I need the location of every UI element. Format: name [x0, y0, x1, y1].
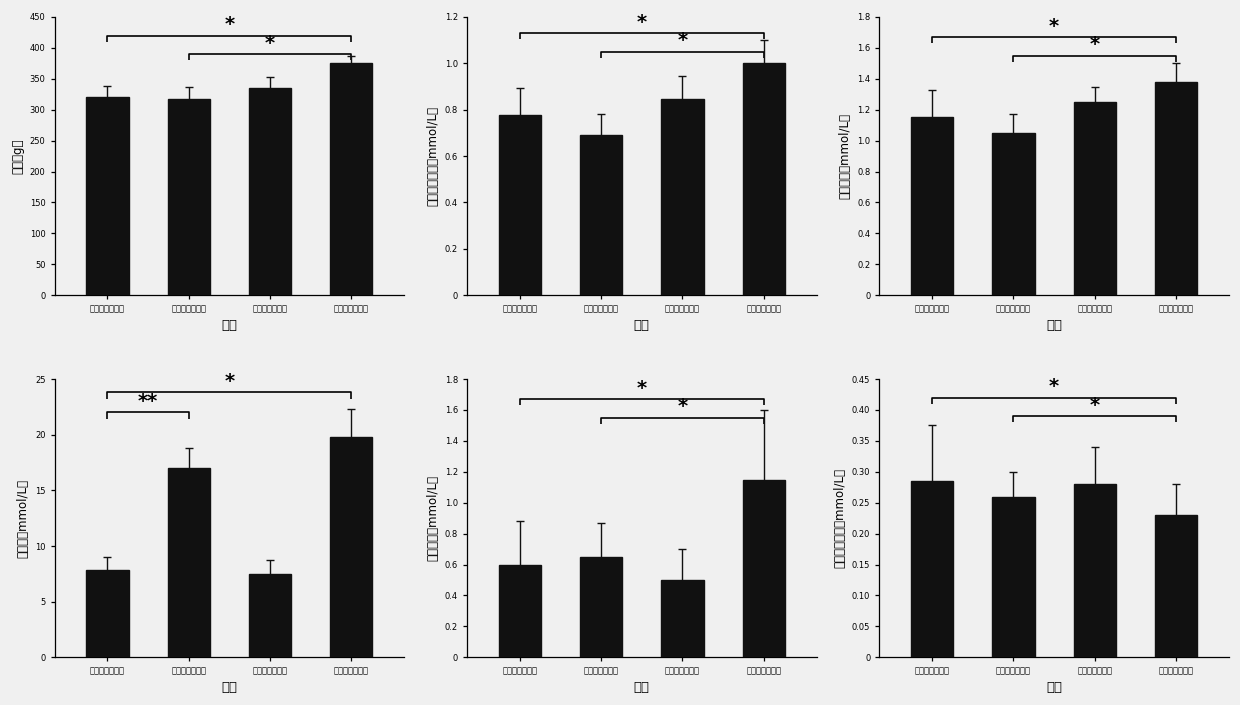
- Text: *: *: [224, 372, 234, 391]
- Text: *: *: [1090, 35, 1100, 54]
- Bar: [743, 479, 785, 657]
- Bar: [743, 63, 785, 295]
- Bar: [498, 116, 541, 295]
- Y-axis label: 甘油三酯（mmol/L）: 甘油三酯（mmol/L）: [427, 475, 439, 561]
- Bar: [1074, 484, 1116, 657]
- Bar: [87, 97, 129, 295]
- Text: *: *: [636, 13, 647, 32]
- X-axis label: 分组: 分组: [222, 319, 237, 332]
- Bar: [580, 135, 622, 295]
- Bar: [992, 496, 1034, 657]
- Bar: [249, 88, 291, 295]
- Bar: [167, 468, 210, 657]
- Y-axis label: 低密度脂蛋白（mmol/L）: 低密度脂蛋白（mmol/L）: [833, 468, 846, 568]
- Text: *: *: [1090, 396, 1100, 415]
- Bar: [249, 574, 291, 657]
- Bar: [87, 570, 129, 657]
- X-axis label: 分组: 分组: [634, 681, 650, 694]
- Bar: [911, 481, 954, 657]
- Text: *: *: [677, 31, 687, 50]
- Bar: [498, 565, 541, 657]
- Bar: [580, 557, 622, 657]
- Bar: [1074, 102, 1116, 295]
- Bar: [661, 580, 703, 657]
- Y-axis label: 葡萄糖（mmol/L）: 葡萄糖（mmol/L）: [16, 479, 30, 558]
- Bar: [661, 99, 703, 295]
- X-axis label: 分组: 分组: [1047, 319, 1063, 332]
- Text: **: **: [138, 392, 159, 411]
- Text: *: *: [1049, 17, 1059, 36]
- Text: *: *: [677, 398, 687, 417]
- X-axis label: 分组: 分组: [634, 319, 650, 332]
- Bar: [330, 437, 372, 657]
- X-axis label: 分组: 分组: [222, 681, 237, 694]
- Text: *: *: [224, 15, 234, 34]
- Bar: [167, 99, 210, 295]
- X-axis label: 分组: 分组: [1047, 681, 1063, 694]
- Text: *: *: [636, 379, 647, 398]
- Y-axis label: 高密度脂蛋白（mmol/L）: 高密度脂蛋白（mmol/L）: [427, 106, 439, 206]
- Y-axis label: 总胆固醇（mmol/L）: 总胆固醇（mmol/L）: [838, 113, 852, 199]
- Bar: [330, 63, 372, 295]
- Y-axis label: 体重（g）: 体重（g）: [11, 138, 24, 174]
- Text: *: *: [1049, 377, 1059, 396]
- Bar: [911, 118, 954, 295]
- Bar: [992, 133, 1034, 295]
- Bar: [1154, 82, 1197, 295]
- Bar: [1154, 515, 1197, 657]
- Text: *: *: [265, 34, 275, 53]
